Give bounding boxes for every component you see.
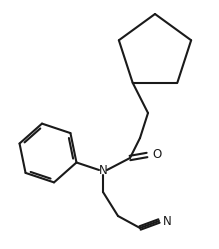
Text: O: O (152, 147, 161, 161)
Text: N: N (99, 164, 107, 177)
Text: N: N (163, 214, 172, 228)
